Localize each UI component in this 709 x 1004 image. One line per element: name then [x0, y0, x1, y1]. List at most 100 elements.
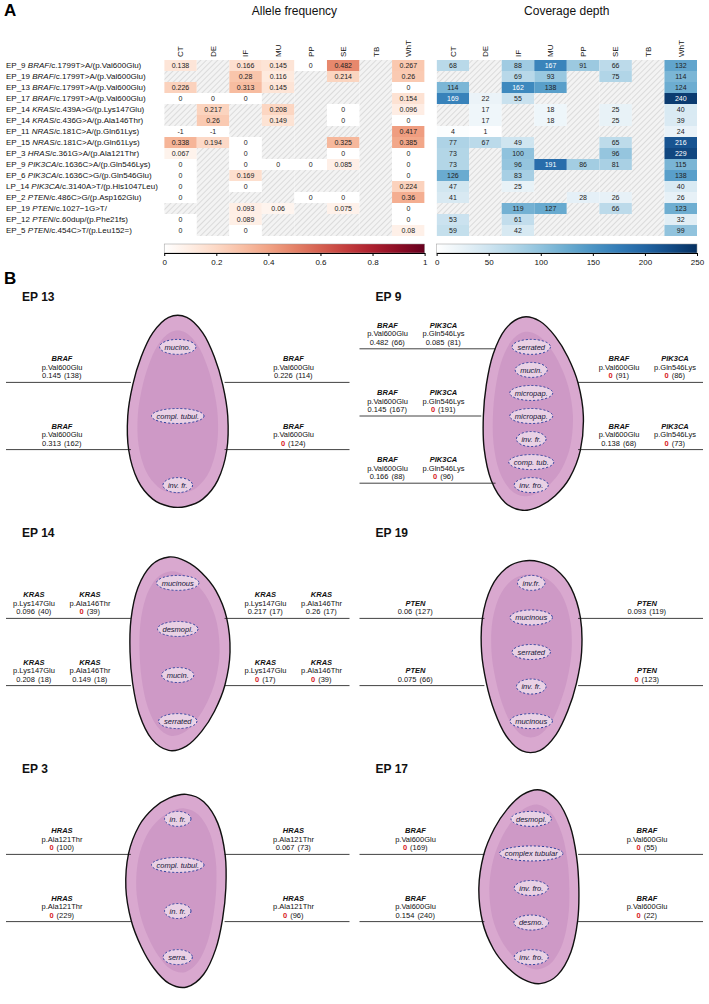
allele-frequency: 0 [433, 472, 437, 481]
column-label: SE [611, 46, 620, 57]
cell [360, 225, 393, 236]
data-label: 28 [579, 194, 587, 201]
data-label: 0.08 [402, 227, 416, 234]
data-label: 0.194 [204, 139, 222, 146]
data-label: 99 [677, 227, 685, 234]
data-label: 0 [309, 62, 313, 69]
data-label: 0 [406, 117, 410, 124]
cell [469, 203, 502, 214]
cell [567, 104, 600, 115]
cell [664, 82, 697, 93]
row-labels: EP_9 BRAF/c.1799T>A/(p.Val600Glu)EP_19 B… [6, 61, 158, 235]
cell [262, 148, 295, 159]
allele-frequency: 0.26 [306, 607, 321, 616]
panel-title: EP 17 [376, 762, 409, 776]
leader-line [578, 685, 703, 686]
row-label-part: PTEN [32, 215, 54, 224]
cell [534, 137, 567, 148]
data-label: 0.075 [334, 205, 352, 212]
data-label: 0 [244, 150, 248, 157]
data-label: 0 [244, 139, 248, 146]
cell [294, 214, 327, 225]
cell [229, 225, 262, 236]
region-label: mucinous [515, 613, 547, 622]
tick-mark [164, 253, 165, 256]
row-label-part: PIK3CA [28, 160, 56, 169]
leader-line [360, 921, 485, 922]
cell [632, 93, 665, 104]
cell [392, 159, 425, 170]
cell [197, 148, 230, 159]
region-label: desmopl. [516, 815, 546, 824]
allele-frequency: 0 [634, 675, 638, 684]
heatmap: Coverage depthCTDEIFMUPPSETBWhT688816791… [435, 4, 705, 267]
cell [262, 104, 295, 115]
coverage-depth: (167) [389, 405, 407, 414]
data-label: 65 [612, 139, 620, 146]
region-label: inv. fro. [519, 953, 543, 962]
region-label: serrated [517, 343, 545, 352]
histology-panel: EP 9serratedmucin.micropap.micropap.inv.… [360, 290, 704, 510]
cell [229, 148, 262, 159]
cell [437, 82, 470, 93]
cell [164, 159, 197, 170]
cell [534, 82, 567, 93]
cell [664, 203, 697, 214]
data-label: 123 [675, 205, 687, 212]
cell [392, 214, 425, 225]
row-label-part: /c.439A>G/(p.Lys147Glu) [54, 105, 145, 114]
row-label: EP_15 NRAS/c.181C>A/(p.Gln61Lys) [6, 138, 140, 147]
cell [632, 104, 665, 115]
tick-label: 0 [435, 258, 440, 267]
cell [164, 192, 197, 203]
coverage-depth: (96) [440, 472, 454, 481]
data-label: 0.089 [237, 216, 255, 223]
leader-line [578, 382, 703, 383]
data-label: 77 [449, 139, 457, 146]
column-label: PP [306, 46, 315, 57]
cell [197, 104, 230, 115]
data-label: 40 [677, 106, 685, 113]
allele-frequency: 0 [79, 607, 83, 616]
data-label: 0 [179, 161, 183, 168]
cell [197, 71, 230, 82]
data-label: 53 [449, 216, 457, 223]
region-label: inv. fr. [168, 481, 188, 490]
cell [392, 203, 425, 214]
cell [392, 181, 425, 192]
column-label: IF [241, 50, 250, 57]
cell [599, 148, 632, 159]
row-label-part: EP_19 [6, 72, 32, 81]
cell [469, 115, 502, 126]
tick-label: 100 [535, 258, 549, 267]
coverage-depth: (18) [38, 675, 52, 684]
tick: 250 [691, 253, 705, 267]
data-label: 83 [514, 172, 522, 179]
region-outline [160, 339, 196, 354]
data-label: 1 [483, 128, 487, 135]
allele-frequency: 0.145 [42, 371, 61, 380]
cell [664, 71, 697, 82]
data-label: 0.169 [237, 172, 255, 179]
cell [534, 225, 567, 236]
region-outline [510, 385, 553, 400]
cell [360, 71, 393, 82]
region-label: comp. tub. [514, 458, 549, 467]
row-label: EP_3 HRAS/c.361G>A/(p.Ala121Thr) [6, 149, 140, 158]
tissue-section [127, 315, 228, 507]
row-label: EP_9 PIK3CA/c.1636C>A/(p.Gln546Lys) [6, 160, 151, 169]
cell [294, 203, 327, 214]
cell [567, 60, 600, 71]
column-label: MU [274, 44, 283, 57]
cell [502, 126, 535, 137]
data-label: 132 [675, 62, 687, 69]
row-label: EP_14 KRAS/c.439A>G/(p.Lys147Glu) [6, 105, 145, 114]
tick-label: 50 [485, 258, 494, 267]
cell [534, 115, 567, 126]
cell [534, 71, 567, 82]
cell [534, 93, 567, 104]
cell [534, 181, 567, 192]
cell [392, 192, 425, 203]
cells [437, 60, 697, 236]
cell [392, 137, 425, 148]
